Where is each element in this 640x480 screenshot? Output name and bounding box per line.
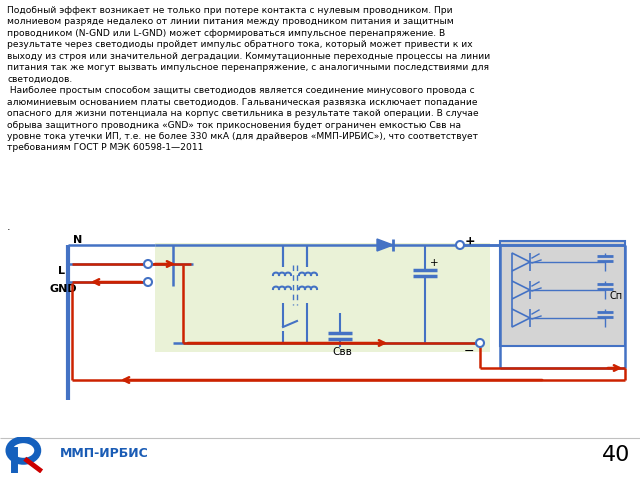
Circle shape: [144, 260, 152, 268]
Text: L: L: [58, 266, 65, 276]
Text: .: .: [7, 222, 11, 232]
Bar: [500, 241, 625, 346]
Text: 40: 40: [602, 445, 630, 465]
Bar: [155, 243, 490, 352]
Text: +: +: [465, 235, 476, 248]
Text: Подобный эффект возникает не только при потере контакта с нулевым проводником. П: Подобный эффект возникает не только при …: [7, 6, 490, 153]
Polygon shape: [377, 239, 393, 251]
Text: Сп: Сп: [610, 291, 623, 301]
Circle shape: [476, 339, 484, 347]
Text: N: N: [73, 235, 83, 245]
Text: Свв: Свв: [332, 347, 352, 357]
Text: +: +: [430, 258, 438, 268]
Circle shape: [144, 278, 152, 286]
Text: GND: GND: [50, 284, 77, 294]
Text: ММП-ИРБИС: ММП-ИРБИС: [60, 447, 148, 460]
Text: −: −: [464, 345, 474, 358]
Circle shape: [456, 241, 464, 249]
